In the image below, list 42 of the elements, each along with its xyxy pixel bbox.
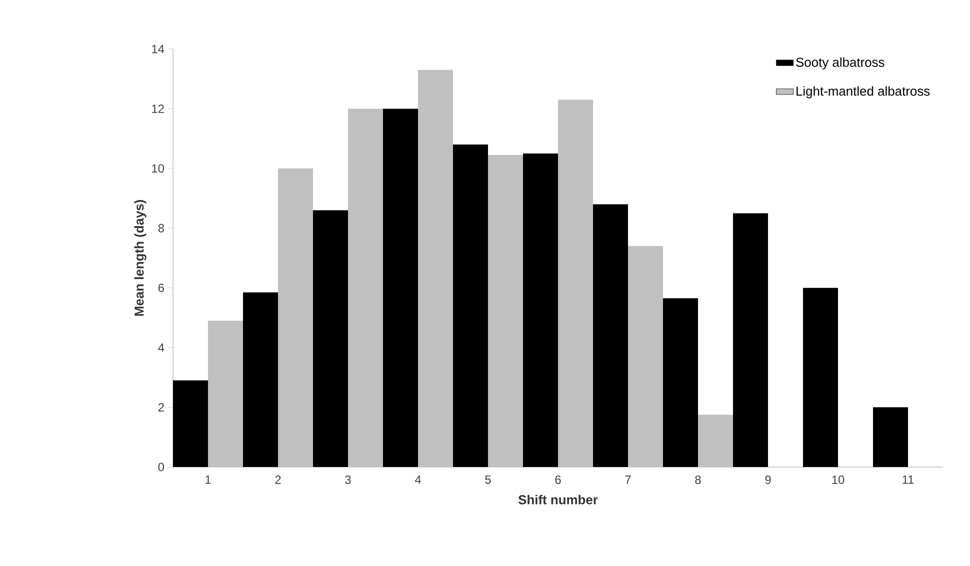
x-axis-title: Shift number — [518, 494, 598, 504]
bar — [628, 246, 664, 467]
bar — [733, 213, 768, 467]
bar — [453, 144, 488, 467]
x-tick-label: 6 — [555, 476, 561, 484]
legend-label: Light-mantled albatross — [796, 86, 930, 98]
bar — [873, 407, 908, 467]
bar — [313, 210, 348, 467]
bar — [278, 168, 313, 467]
y-axis-title: Mean length (days) — [134, 200, 146, 316]
x-tick-label: 3 — [345, 476, 351, 484]
x-tick-label: 1 — [206, 476, 211, 484]
x-tick-label: 9 — [765, 476, 771, 484]
bar — [558, 100, 594, 467]
x-tick-label: 4 — [414, 476, 421, 484]
y-tick-label: 4 — [158, 343, 164, 352]
bar — [348, 108, 384, 467]
bar — [593, 204, 628, 467]
bar — [698, 414, 734, 467]
x-tick-label: 11 — [902, 476, 914, 484]
bar — [418, 70, 454, 467]
bar — [488, 154, 524, 467]
bar — [208, 320, 243, 467]
bar — [173, 380, 208, 467]
y-tick-label: 2 — [158, 403, 164, 412]
x-tick-label: 10 — [832, 476, 844, 484]
y-tick-label: 10 — [152, 164, 164, 173]
y-tick-label: 6 — [158, 284, 164, 292]
x-tick-label: 8 — [695, 476, 701, 484]
bar — [243, 292, 278, 467]
y-tick-label: 8 — [158, 224, 164, 232]
bar — [663, 298, 698, 467]
bar — [383, 108, 418, 467]
y-tick-label: 0 — [158, 462, 164, 472]
legend-label: Sooty albatross — [796, 57, 884, 70]
x-tick-label: 5 — [485, 476, 491, 484]
y-tick-label: 14 — [152, 44, 164, 54]
x-tick-label: 7 — [625, 476, 631, 484]
bar — [803, 288, 838, 467]
y-tick-label: 12 — [152, 104, 164, 113]
x-tick-label: 2 — [275, 476, 281, 484]
bar — [523, 153, 558, 467]
